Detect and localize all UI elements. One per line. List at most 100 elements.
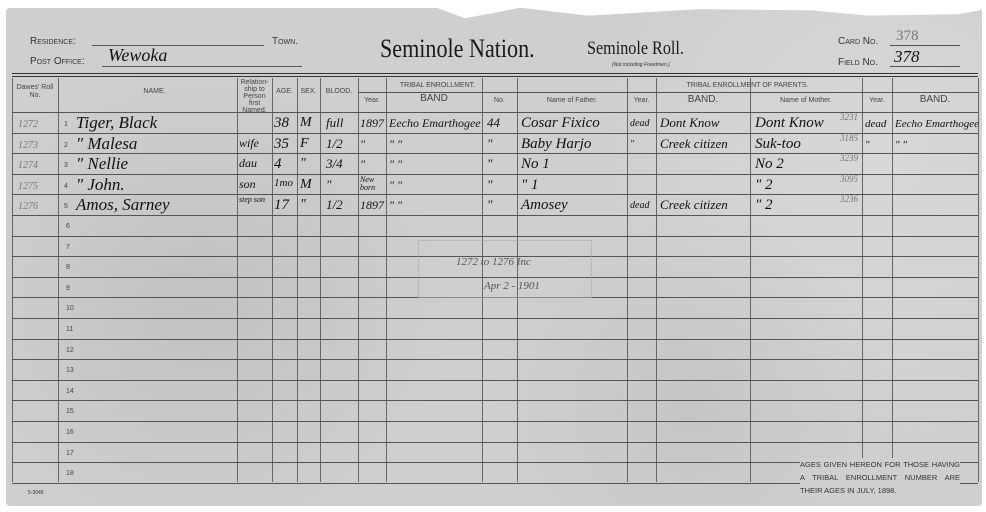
father-band: Creek citizen: [660, 135, 728, 151]
blood: 1/2: [326, 197, 343, 213]
column-rule: [12, 78, 13, 482]
col-father-band: BAND.: [687, 94, 719, 105]
form-number: 5-3046: [28, 490, 44, 496]
subheader-rule: [517, 92, 978, 93]
mother-band: " ": [895, 138, 907, 151]
blood: full: [326, 115, 344, 130]
field-no-label: Field No.: [838, 57, 878, 68]
col-band: BAND: [420, 93, 448, 104]
column-rule: [892, 78, 893, 482]
line-number: 1: [64, 121, 68, 128]
column-rule: [482, 78, 483, 482]
relationship: step son: [239, 195, 265, 205]
col-blood: BLOOD.: [325, 88, 353, 95]
enrollment-number: ": [487, 135, 493, 151]
member-name: Amos, Sarney: [76, 195, 170, 215]
roll-title: Seminole Roll.: [587, 38, 684, 59]
row-rule: [12, 359, 978, 361]
row-rule: [12, 153, 978, 155]
column-rule: [627, 78, 628, 482]
mother-roll-note: 3231: [840, 112, 858, 122]
row-rule: [12, 441, 978, 443]
father-name: Cosar Fixico: [521, 115, 600, 131]
roll-number: 1275: [18, 180, 38, 192]
row-rule: [12, 132, 978, 134]
row-rule: [12, 276, 978, 278]
mother-roll-note: 3185: [840, 132, 858, 143]
mother-roll-note: 3236: [840, 194, 858, 205]
mother-year: dead: [865, 118, 887, 130]
mother-name: Dont Know: [755, 115, 824, 131]
column-rule: [272, 78, 273, 482]
col-mother-band: BAND.: [919, 94, 951, 105]
father-band: Dont Know: [660, 115, 720, 130]
mother-roll-note: 3095: [840, 173, 858, 184]
relationship: wife: [239, 135, 259, 150]
roll-subtitle: (Not including Freedmen.): [612, 62, 670, 68]
col-father: Name of Father.: [546, 97, 598, 104]
row-rule: [12, 400, 978, 402]
row-rule: [12, 235, 978, 237]
header-rule: [12, 73, 978, 74]
row-rule: [12, 173, 978, 175]
row-rule: [12, 215, 978, 216]
sex: F: [300, 135, 309, 151]
age: 38: [274, 115, 289, 131]
enrollment-year: 1897: [360, 198, 384, 213]
line-number: 17: [66, 449, 74, 457]
relationship: dau: [239, 156, 257, 171]
column-rule: [58, 78, 59, 482]
age: 4: [274, 156, 282, 173]
line-number: 7: [66, 243, 70, 251]
roll-number: 1274: [18, 160, 38, 172]
column-rule: [750, 78, 751, 482]
row-rule: [12, 421, 978, 422]
member-name: " Nellie: [76, 154, 128, 174]
column-rule: [297, 78, 298, 482]
row-rule: [12, 112, 978, 113]
page-title: Seminole Nation.: [380, 34, 535, 63]
enrollment-number: ": [487, 176, 493, 192]
card-no-value: 378: [896, 28, 919, 44]
sex: ": [300, 197, 306, 213]
line-number: 16: [66, 429, 74, 436]
col-mother: Name of Mother.: [780, 97, 832, 104]
father-band: Creek citizen: [660, 197, 728, 213]
enrollment-number: ": [487, 197, 493, 213]
residence-label: Residence:: [30, 36, 76, 47]
annotation-date: Apr 2 - 1901: [484, 280, 540, 292]
line-number: 3: [64, 162, 68, 170]
col-mother-year: Year.: [869, 97, 885, 104]
roll-number: 1272: [18, 119, 38, 130]
line-number: 11: [66, 326, 74, 333]
col-relationship: Relation-ship to Person first Named.: [240, 79, 269, 114]
father-year: ": [630, 138, 635, 150]
line-number: 12: [66, 346, 74, 354]
line-number: 10: [66, 305, 74, 313]
column-rule: [978, 78, 979, 482]
footer-note-box: AGES GIVEN HEREON FOR THOSE HAVING A TRI…: [800, 458, 960, 498]
field-no-line: [890, 66, 960, 67]
row-rule: [12, 194, 978, 196]
column-rule: [358, 78, 359, 482]
column-rule: [517, 78, 518, 482]
enrollment-band: " ": [389, 157, 403, 172]
father-year: dead: [630, 200, 650, 212]
column-rule: [320, 78, 321, 482]
blood: ": [326, 176, 332, 192]
age: 1mo: [274, 176, 293, 189]
enrollment-band: Eecho Emarthogee: [389, 116, 481, 130]
line-number: 4: [64, 182, 68, 190]
blood: 1/2: [326, 135, 343, 151]
mother-name: " 2: [755, 176, 773, 193]
sex: M: [300, 176, 312, 192]
field-no-value: 378: [894, 47, 920, 66]
column-rule: [862, 78, 863, 482]
line-number: 9: [66, 284, 70, 292]
enrollment-year: 1897: [360, 116, 384, 130]
enrollment-number: 44: [487, 115, 500, 130]
mother-year: ": [865, 138, 870, 151]
member-name: " Malesa: [76, 133, 138, 153]
member-name: Tiger, Black: [76, 113, 158, 132]
roll-number: 1273: [18, 139, 38, 151]
